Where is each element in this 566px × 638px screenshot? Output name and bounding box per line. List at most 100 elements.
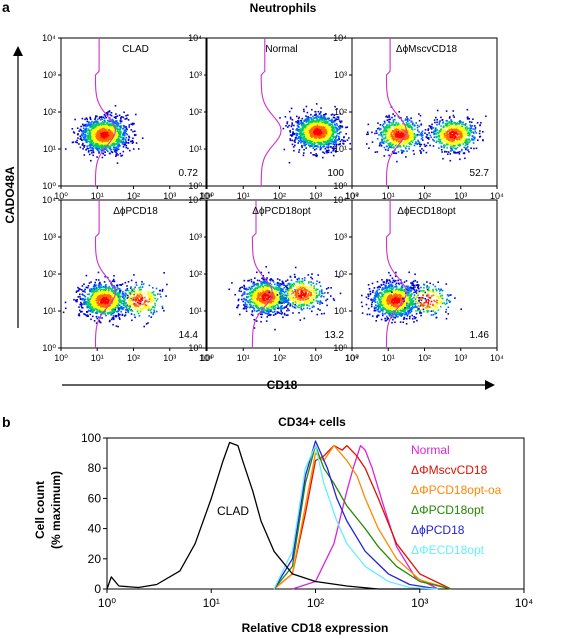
scatter-point — [465, 148, 467, 151]
scatter-point — [77, 290, 80, 292]
scatter-point — [86, 125, 89, 127]
scatter-point — [115, 131, 117, 133]
scatter-point — [393, 138, 395, 141]
scatter-point — [74, 141, 77, 143]
scatter-point — [405, 118, 407, 121]
scatter-point — [82, 136, 85, 139]
scatter-point — [325, 136, 328, 139]
scatter-point — [115, 143, 118, 145]
scatter-point — [408, 142, 410, 144]
scatter-point — [106, 308, 109, 311]
scatter-point — [387, 129, 389, 132]
scatter-point — [465, 138, 468, 141]
scatter-point — [109, 308, 111, 310]
scatter-point — [92, 139, 95, 141]
scatter-point — [309, 133, 311, 136]
scatter-point — [111, 124, 114, 127]
scatter-point — [132, 148, 135, 150]
scatter-point — [312, 138, 315, 141]
scatter-point — [82, 127, 85, 130]
scatter-point — [429, 134, 432, 137]
scatter-point — [93, 299, 95, 302]
scatter-point — [322, 139, 325, 141]
scatter-point — [115, 140, 118, 142]
scatter-point — [310, 133, 312, 135]
scatter-point — [91, 315, 94, 318]
scatter-point — [303, 120, 305, 123]
scatter-point — [101, 317, 103, 319]
scatter-point — [110, 125, 113, 128]
scatter-point — [329, 139, 331, 141]
scatter-point — [78, 130, 80, 132]
scatter-point — [88, 144, 90, 147]
scatter-point — [403, 134, 406, 136]
scatter-point — [443, 137, 445, 140]
scatter-point — [331, 138, 334, 141]
scatter-point — [89, 135, 92, 137]
scatter-point — [387, 132, 390, 135]
scatter-point — [392, 144, 394, 146]
scatter-point — [394, 143, 396, 145]
scatter-point — [76, 299, 78, 301]
scatter-point — [112, 280, 114, 282]
scatter-point — [316, 123, 319, 125]
scatter-point — [306, 134, 309, 137]
scatter-point — [89, 304, 92, 307]
scatter-point — [462, 121, 464, 124]
scatter-point — [337, 118, 340, 120]
scatter-point — [89, 132, 92, 134]
scatter-point — [465, 147, 467, 149]
scatter-point — [103, 121, 105, 124]
scatter-point — [472, 118, 474, 120]
scatter-point — [83, 294, 86, 297]
scatter-point — [309, 144, 311, 147]
scatter-point — [126, 133, 129, 136]
scatter-point — [410, 137, 412, 139]
scatter-point — [109, 124, 111, 127]
scatter-point — [473, 147, 475, 150]
scatter-point — [471, 139, 473, 141]
scatter-point — [375, 130, 378, 132]
scatter-point — [446, 120, 448, 122]
scatter-point — [453, 147, 456, 150]
scatter-point — [332, 143, 334, 145]
x-tick-label: 10¹ — [237, 191, 250, 201]
scatter-point — [406, 129, 409, 131]
scatter-point — [116, 133, 118, 135]
scatter-point — [108, 297, 111, 299]
scatter-point — [102, 130, 105, 132]
y-tick-label: 10² — [43, 107, 56, 117]
scatter-point — [409, 131, 411, 133]
scatter-point — [83, 154, 86, 156]
scatter-point — [113, 275, 115, 277]
scatter-point — [391, 139, 393, 142]
scatter-point — [104, 148, 106, 151]
scatter-point — [90, 122, 92, 124]
scatter-point — [89, 297, 92, 300]
scatter-point — [79, 138, 82, 140]
scatter-point — [110, 112, 113, 114]
scatter-point — [316, 154, 318, 157]
scatter-point — [96, 149, 99, 152]
scatter-point — [96, 132, 98, 134]
scatter-point — [304, 140, 307, 142]
scatter-point — [88, 150, 90, 152]
scatter-point — [82, 125, 85, 127]
scatter-point — [109, 291, 111, 294]
scatter-point — [467, 138, 469, 141]
scatter-point — [316, 131, 318, 134]
scatter-point — [438, 141, 441, 143]
scatter-point — [307, 123, 310, 125]
scatter-point — [397, 127, 399, 129]
scatter-point — [393, 146, 395, 149]
scatter-point — [311, 144, 314, 146]
scatter-point — [407, 120, 409, 123]
scatter-point — [111, 127, 114, 129]
scatter-point — [311, 120, 314, 123]
scatter-point — [73, 298, 75, 301]
scatter-point — [94, 301, 97, 304]
scatter-point — [115, 115, 117, 118]
scatter-point — [99, 126, 101, 129]
scatter-point — [120, 310, 122, 313]
scatter-point — [123, 125, 125, 127]
